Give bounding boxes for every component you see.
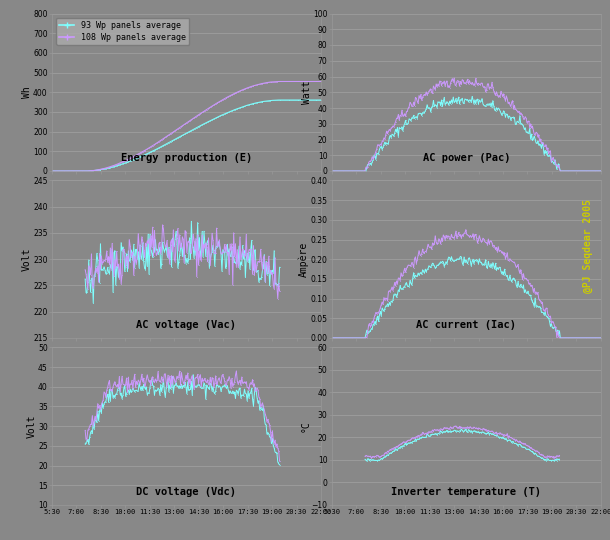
Text: Energy production (E): Energy production (E): [121, 153, 252, 163]
Y-axis label: Volt: Volt: [27, 414, 37, 438]
Text: AC voltage (Vac): AC voltage (Vac): [137, 320, 237, 330]
Text: @PJ Seqdear 2005: @PJ Seqdear 2005: [583, 199, 593, 293]
Text: Inverter temperature (T): Inverter temperature (T): [391, 487, 541, 497]
Text: AC power (Pac): AC power (Pac): [423, 153, 510, 163]
Text: AC current (Iac): AC current (Iac): [416, 320, 516, 330]
Y-axis label: Wh: Wh: [22, 86, 32, 98]
Y-axis label: Watt: Watt: [302, 80, 312, 104]
Y-axis label: Volt: Volt: [22, 247, 32, 271]
Y-axis label: Ampère: Ampère: [299, 241, 309, 277]
Text: DC voltage (Vdc): DC voltage (Vdc): [137, 487, 237, 497]
Legend: 93 Wp panels average, 108 Wp panels average: 93 Wp panels average, 108 Wp panels aver…: [56, 18, 189, 45]
Y-axis label: °C: °C: [300, 420, 310, 432]
